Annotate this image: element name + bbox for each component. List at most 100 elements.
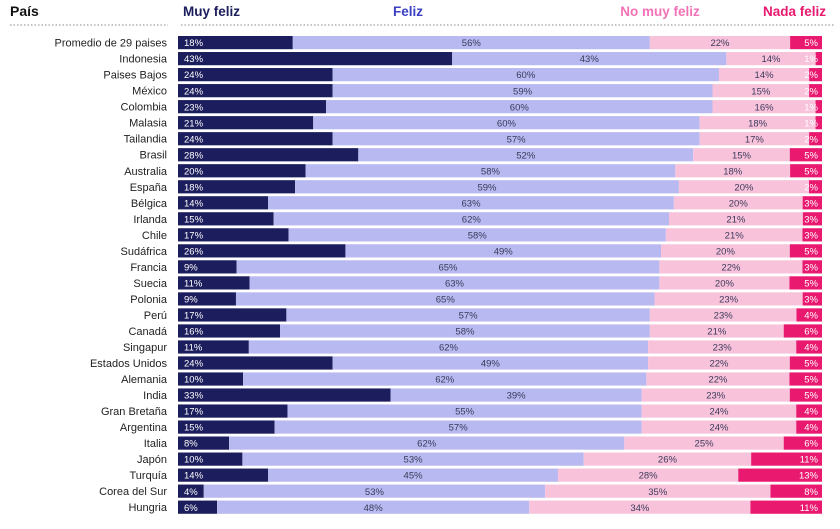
bar-segment <box>243 372 647 386</box>
bar-segment <box>648 340 797 354</box>
bar-segment <box>693 148 790 162</box>
bar-segment <box>789 388 822 402</box>
category-label: Irlanda <box>133 214 168 226</box>
data-label: 3% <box>804 230 818 241</box>
category-label: Perú <box>144 310 167 322</box>
data-label: 57% <box>507 134 527 145</box>
data-label: 23% <box>719 295 739 306</box>
data-label: 2% <box>804 70 818 81</box>
data-label: 62% <box>439 343 459 354</box>
data-label: 6% <box>184 503 198 514</box>
category-label: India <box>143 390 168 402</box>
data-label: 1% <box>804 102 818 113</box>
bar-segment <box>292 36 650 50</box>
bar-segment <box>305 164 676 178</box>
data-label: 9% <box>184 295 198 306</box>
data-label: 5% <box>804 150 818 161</box>
bar-segment <box>332 68 719 82</box>
bar-segment <box>529 500 751 514</box>
data-label: 24% <box>709 407 729 418</box>
bar-segment <box>796 340 822 354</box>
data-label: 21% <box>726 214 746 225</box>
data-label: 60% <box>516 70 536 81</box>
bar-segment <box>641 404 797 418</box>
bar-segment <box>802 260 822 274</box>
data-label: 23% <box>714 311 734 322</box>
data-label: 4% <box>184 487 198 498</box>
data-label: 22% <box>710 38 730 49</box>
bar-segment <box>178 276 250 290</box>
bar-segment <box>796 308 822 322</box>
data-label: 63% <box>462 198 482 209</box>
bar-segment <box>673 196 803 210</box>
category-label: Colombia <box>121 102 168 114</box>
bar-segment <box>712 84 810 98</box>
bar-segment <box>229 436 625 450</box>
bar-segment <box>649 36 791 50</box>
bar-segment <box>203 484 546 498</box>
data-label: 24% <box>184 359 204 370</box>
data-label: 18% <box>184 38 204 49</box>
bar-segment <box>726 52 816 66</box>
data-label: 3% <box>804 262 818 273</box>
category-label: Chile <box>142 230 167 242</box>
data-label: 62% <box>417 439 437 450</box>
legend-label-nada-feliz: Nada feliz <box>763 4 826 19</box>
data-label: 24% <box>184 86 204 97</box>
data-label: 11% <box>800 503 819 514</box>
bar-segment <box>178 292 236 306</box>
data-label: 17% <box>184 407 204 418</box>
data-label: 34% <box>630 503 650 514</box>
data-label: 5% <box>804 359 818 370</box>
bar-segment <box>178 68 333 82</box>
data-label: 15% <box>184 214 204 225</box>
bar-segment <box>808 180 822 194</box>
bar-segment <box>268 196 674 210</box>
data-label: 43% <box>580 54 600 65</box>
bar-segment <box>790 164 822 178</box>
data-label: 21% <box>707 327 727 338</box>
bar-segment <box>802 196 822 210</box>
category-label: Paises Bajos <box>103 70 167 82</box>
data-label: 18% <box>184 182 204 193</box>
category-label: Indonesia <box>119 54 168 66</box>
data-label: 60% <box>510 102 530 113</box>
bar-segment <box>178 228 289 242</box>
bar-segment <box>178 500 218 514</box>
bar-segment <box>654 292 803 306</box>
data-label: 20% <box>716 246 736 257</box>
bar-segment <box>583 452 752 466</box>
bar-segment <box>809 132 822 146</box>
bar-segment <box>809 68 822 82</box>
bar-segment <box>178 388 391 402</box>
bar-segment <box>287 404 642 418</box>
data-label: 5% <box>804 38 818 49</box>
bar-segment <box>274 420 642 434</box>
bar-segment <box>661 244 790 258</box>
category-label: Tailandia <box>124 134 168 146</box>
category-label: Hungria <box>128 502 167 514</box>
data-label: 28% <box>184 150 204 161</box>
bar-segment <box>718 68 810 82</box>
bar-segment <box>332 84 713 98</box>
data-label: 39% <box>507 391 527 402</box>
data-label: 4% <box>804 423 818 434</box>
data-label: 23% <box>184 102 204 113</box>
data-label: 5% <box>804 246 818 257</box>
data-label: 17% <box>745 134 765 145</box>
category-label: Suecia <box>133 278 168 290</box>
category-label: Polonia <box>130 294 168 306</box>
data-label: 18% <box>748 118 768 129</box>
bar-segment <box>789 372 822 386</box>
data-label: 10% <box>184 375 204 386</box>
bar-segment <box>802 292 822 306</box>
category-label: Malasia <box>129 118 168 130</box>
data-label: 4% <box>804 311 818 322</box>
bar-segment <box>178 404 288 418</box>
bar-segment <box>273 212 669 226</box>
data-label: 60% <box>497 118 517 129</box>
data-label: 55% <box>455 407 475 418</box>
data-label: 2% <box>804 86 818 97</box>
bar-segment <box>249 276 660 290</box>
bar-segment <box>178 148 359 162</box>
